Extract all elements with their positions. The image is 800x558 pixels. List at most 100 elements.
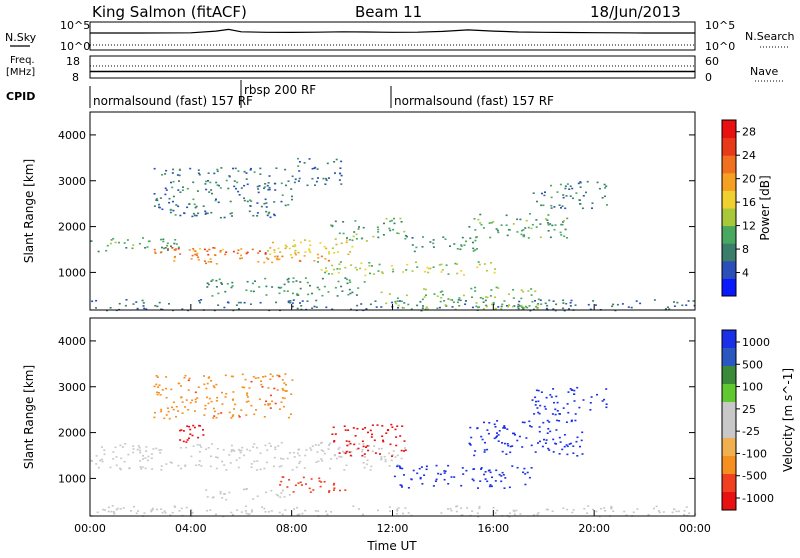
heatmap-cell [336, 295, 339, 297]
heatmap-cell [547, 224, 550, 226]
heatmap-cell [489, 484, 492, 486]
velocity-colorbar-swatch [722, 384, 736, 403]
heatmap-cell [253, 443, 256, 445]
heatmap-cell [130, 510, 132, 512]
heatmap-cell [273, 251, 276, 254]
heatmap-cell [582, 399, 585, 401]
heatmap-cell [349, 281, 352, 283]
heatmap-cell [400, 221, 403, 223]
heatmap-cell [512, 305, 514, 308]
heatmap-cell [256, 460, 259, 462]
heatmap-cell [199, 425, 202, 427]
heatmap-cell [401, 486, 403, 488]
heatmap-cell [231, 281, 234, 284]
heatmap-cell [362, 445, 365, 448]
heatmap-cell [281, 255, 284, 258]
heatmap-cell [163, 417, 166, 420]
heatmap-cell [481, 438, 484, 441]
heatmap-cell [146, 459, 149, 462]
heatmap-cell [264, 511, 267, 513]
heatmap-cell [300, 484, 303, 486]
heatmap-cell [248, 210, 251, 213]
heatmap-cell [259, 301, 262, 304]
heatmap-cell [444, 238, 447, 240]
heatmap-cell [230, 375, 233, 378]
heatmap-cell [522, 290, 525, 293]
heatmap-cell [407, 512, 410, 514]
heatmap-cell [525, 437, 528, 439]
heatmap-cell [256, 469, 259, 471]
heatmap-cell [311, 292, 313, 295]
heatmap-cell [471, 478, 474, 480]
heatmap-cell [692, 300, 695, 302]
heatmap-cell [207, 402, 210, 405]
heatmap-cell [296, 293, 299, 295]
heatmap-cell [572, 509, 575, 511]
heatmap-cell [269, 403, 271, 405]
heatmap-cell [226, 283, 229, 285]
heatmap-cell [546, 432, 549, 434]
heatmap-cell [572, 445, 575, 447]
heatmap-cell [496, 420, 499, 422]
heatmap-cell [317, 177, 319, 179]
heatmap-cell [257, 188, 260, 190]
heatmap-cell [123, 242, 126, 244]
power-colorbar-swatch [722, 190, 736, 209]
heatmap-cell [310, 478, 313, 480]
heatmap-cell [160, 410, 163, 413]
heatmap-cell [100, 446, 103, 448]
heatmap-cell [491, 303, 493, 306]
heatmap-cell [112, 451, 115, 453]
heatmap-cell [253, 413, 256, 416]
heatmap-cell [544, 302, 547, 305]
heatmap-cell [344, 489, 347, 491]
heatmap-cell [344, 452, 347, 455]
heatmap-cell [561, 223, 564, 226]
heatmap-cell [536, 200, 538, 203]
heatmap-cell [249, 169, 252, 171]
nsearch-tick-bottom: 10^0 [705, 40, 735, 53]
heatmap-cell [465, 469, 468, 472]
heatmap-cell [400, 457, 403, 460]
heatmap-cell [503, 487, 506, 489]
heatmap-cell [427, 267, 430, 270]
heatmap-cell [166, 244, 169, 247]
heatmap-cell [309, 244, 312, 247]
heatmap-cell [474, 286, 477, 289]
heatmap-cell [263, 467, 266, 470]
heatmap-cell [219, 251, 222, 253]
heatmap-cell [498, 473, 501, 476]
heatmap-cell [462, 294, 465, 297]
heatmap-cell [186, 425, 189, 427]
heatmap-cell [204, 404, 207, 407]
heatmap-cell [181, 189, 184, 191]
heatmap-cell [107, 506, 110, 509]
colorbar-tick-label: 28 [742, 126, 756, 139]
heatmap-cell [366, 445, 369, 447]
heatmap-cell [456, 263, 458, 265]
heatmap-cell [205, 448, 208, 450]
heatmap-cell [252, 290, 255, 293]
velocity-colorbar-label: Velocity [m s^-1] [781, 368, 795, 472]
heatmap-cell [274, 402, 277, 405]
heatmap-cell [275, 493, 278, 496]
heatmap-cell [301, 300, 304, 302]
heatmap-cell [576, 455, 579, 457]
heatmap-cell [579, 445, 581, 448]
nsearch-label: N.Search [745, 30, 795, 43]
heatmap-cell [259, 173, 262, 175]
heatmap-cell [401, 306, 404, 309]
heatmap-cell [156, 393, 159, 396]
heatmap-cell [246, 396, 249, 398]
heatmap-cell [292, 451, 295, 454]
y-tick-label: 1000 [58, 472, 86, 485]
heatmap-cell [348, 279, 351, 281]
heatmap-cell [97, 466, 100, 469]
heatmap-cell [163, 510, 166, 512]
heatmap-cell [503, 300, 506, 302]
heatmap-cell [198, 173, 201, 176]
heatmap-cell [377, 228, 380, 231]
heatmap-cell [507, 305, 510, 308]
heatmap-cell [392, 228, 395, 231]
heatmap-cell [229, 212, 232, 215]
